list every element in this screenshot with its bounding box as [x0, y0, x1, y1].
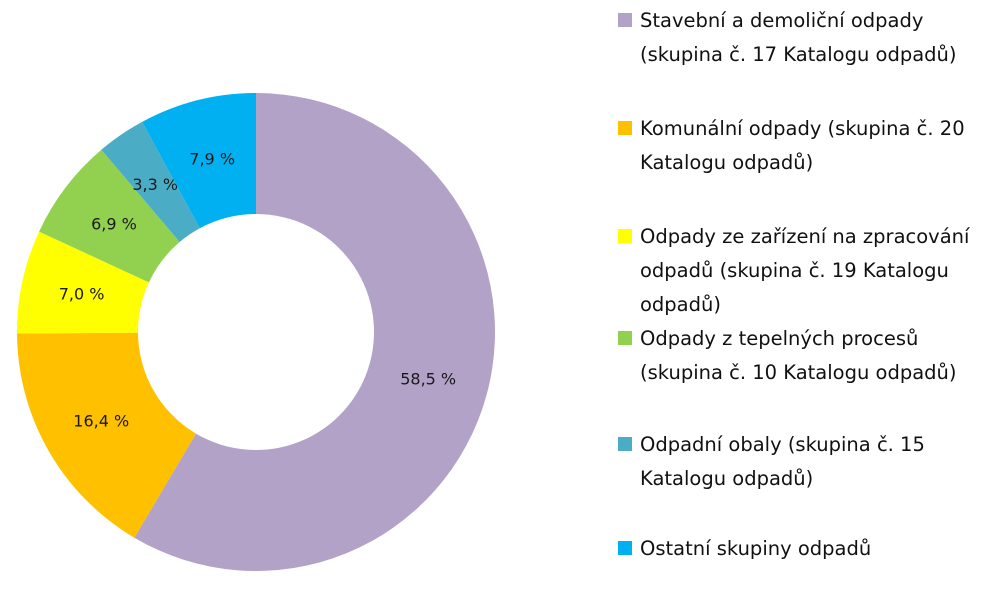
legend-label: Odpadní obaly (skupina č. 15 Katalogu od… — [640, 433, 925, 490]
donut-slice-5 — [101, 121, 200, 243]
slice-data-label-5: 3,3 % — [132, 175, 178, 194]
slice-data-label-4: 6,9 % — [91, 214, 137, 233]
legend-item-6: Ostatní skupiny odpadů — [618, 532, 998, 566]
donut-slice-4 — [39, 149, 180, 283]
legend-item-4: Odpady z tepelných procesů (skupina č. 1… — [618, 322, 998, 390]
chart-legend: Stavební a demoliční odpady (skupina č. … — [618, 0, 998, 601]
legend-label: Odpady z tepelných procesů (skupina č. 1… — [640, 327, 957, 384]
slice-data-label-3: 7,0 % — [59, 285, 105, 304]
legend-swatch — [618, 437, 632, 451]
legend-label: Odpady ze zařízení na zpracování odpadů … — [640, 225, 970, 316]
legend-swatch — [618, 13, 632, 27]
legend-swatch — [618, 331, 632, 345]
legend-label: Ostatní skupiny odpadů — [640, 537, 872, 560]
legend-item-5: Odpadní obaly (skupina č. 15 Katalogu od… — [618, 428, 998, 496]
legend-swatch — [618, 541, 632, 555]
legend-swatch — [618, 229, 632, 243]
legend-item-1: Stavební a demoliční odpady (skupina č. … — [618, 4, 998, 72]
legend-label: Stavební a demoliční odpady (skupina č. … — [640, 9, 957, 66]
legend-item-2: Komunální odpady (skupina č. 20 Katalogu… — [618, 112, 998, 180]
donut-slice-2 — [17, 332, 196, 538]
donut-slice-6 — [142, 93, 256, 229]
slice-data-label-2: 16,4 % — [73, 411, 129, 430]
donut-slice-1 — [134, 93, 495, 571]
donut-slice-3 — [17, 231, 149, 334]
slice-data-label-6: 7,9 % — [189, 149, 235, 168]
legend-label: Komunální odpady (skupina č. 20 Katalogu… — [640, 117, 965, 174]
legend-item-3: Odpady ze zařízení na zpracování odpadů … — [618, 220, 998, 322]
slice-data-label-1: 58,5 % — [400, 370, 456, 389]
legend-swatch — [618, 121, 632, 135]
